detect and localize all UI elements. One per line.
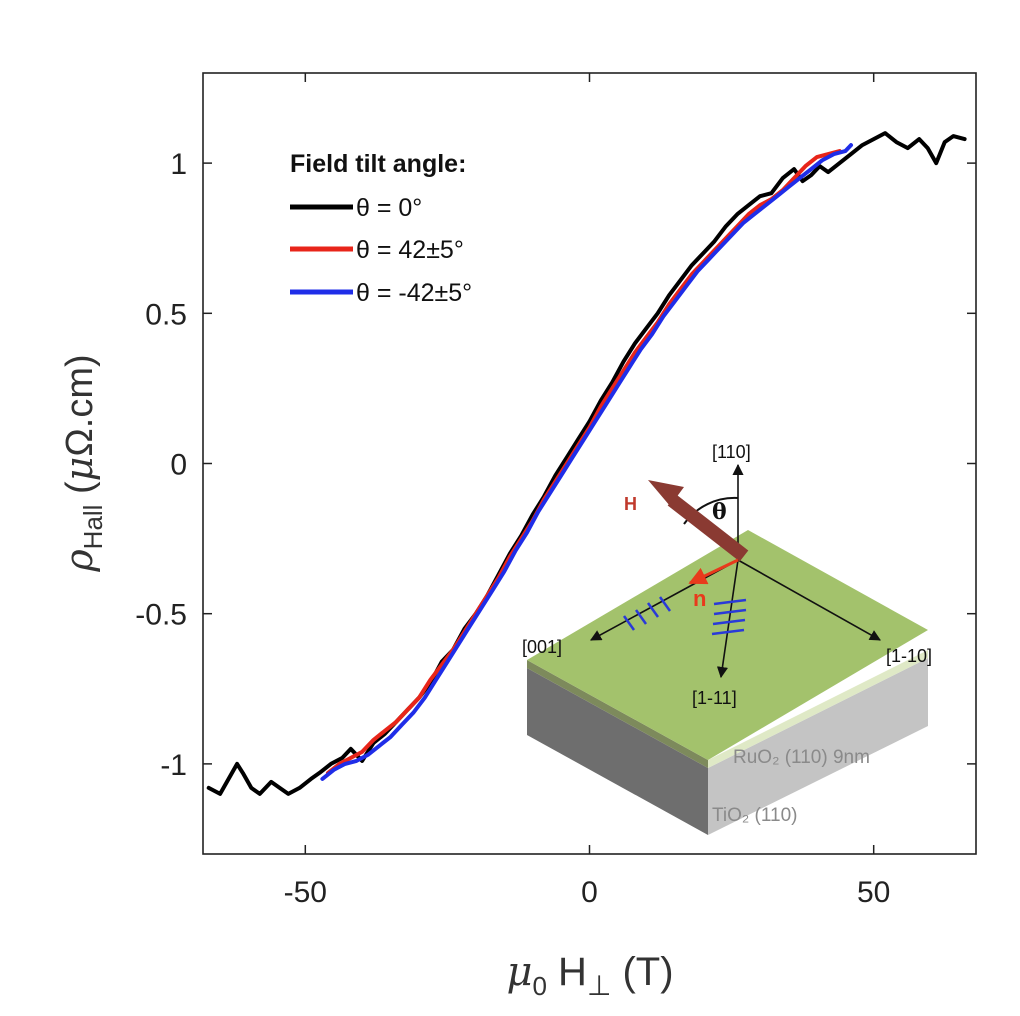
substrate-right-face — [708, 658, 928, 835]
y-tick-label: -1 — [160, 749, 187, 782]
film-right-edge — [708, 650, 928, 768]
series-group — [206, 131, 967, 796]
legend-label-series-1: θ = 0° — [356, 194, 422, 222]
y-tick-label: 0.5 — [145, 298, 187, 331]
neel-vector-label: n — [693, 586, 706, 611]
ticks — [203, 73, 976, 854]
legend-item-series-1: θ = 0° — [290, 194, 422, 222]
axis-001-label: [001] — [522, 637, 562, 657]
field-label: H — [624, 494, 637, 514]
theta-label: θ — [712, 499, 727, 525]
inset-schematic: θ H n [110] [001] [1-10] [1-11] RuO₂ (11… — [522, 442, 932, 835]
film-label: RuO₂ (110) 9nm — [733, 747, 870, 768]
film-top-face — [527, 530, 928, 760]
legend-item-series-2: θ = 42±5° — [290, 236, 464, 264]
y-axis-label: ρHall (μΩ.cm) — [57, 354, 108, 572]
legend-title: Field tilt angle: — [290, 150, 466, 178]
field-arrow-head — [648, 480, 684, 506]
legend-label-series-2: θ = 42±5° — [356, 236, 464, 264]
y-tick-label: 1 — [170, 148, 187, 181]
hatch-marks-001 — [622, 596, 672, 631]
substrate-left-face — [527, 668, 708, 835]
axis-1-11-label: [1-11] — [692, 688, 737, 708]
axis-1-10-arrow — [737, 559, 881, 641]
series-line-3 — [320, 143, 853, 781]
legend-label-series-3: θ = -42±5° — [356, 279, 472, 307]
legend-item-series-3: θ = -42±5° — [290, 279, 472, 307]
axis-1-10-label: [1-10] — [886, 646, 932, 666]
series-line-1 — [206, 131, 967, 796]
x-tick-label: 0 — [581, 876, 598, 909]
field-arrow-shaft — [667, 494, 749, 562]
axis-1-11-arrow — [716, 559, 739, 679]
legend: Field tilt angle: θ = 0° θ = 42±5° θ = -… — [290, 150, 472, 307]
x-tick-label: -50 — [284, 876, 327, 909]
substrate-label: TiO₂ (110) — [712, 805, 798, 826]
y-tick-label: -0.5 — [135, 599, 187, 632]
hatch-marks-1-11 — [711, 598, 747, 636]
x-tick-label: 50 — [857, 876, 890, 909]
tick-labels: -50 0 50 -1 -0.5 0 0.5 1 — [135, 148, 890, 909]
axis-110-label: [110] — [712, 442, 751, 462]
neel-vector-arrow — [688, 558, 739, 585]
y-tick-label: 0 — [170, 449, 187, 482]
x-axis-label: μ0 H⊥ (T) — [506, 949, 673, 1001]
film-left-edge — [527, 660, 708, 768]
